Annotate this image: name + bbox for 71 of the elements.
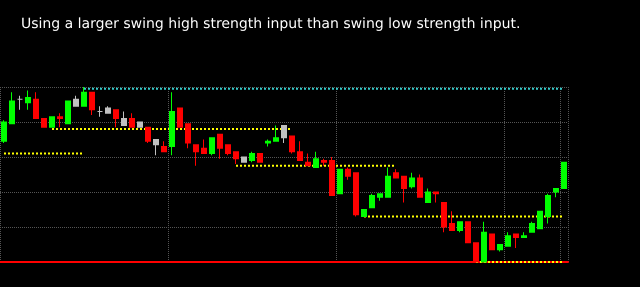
- candlestick: [281, 125, 287, 144]
- candlestick: [137, 122, 143, 128]
- candlestick: [321, 158, 327, 166]
- candlestick: [129, 112, 135, 128]
- candlestick: [217, 134, 223, 160]
- candlestick: [25, 90, 31, 110]
- candlestick: [209, 137, 215, 156]
- candlestick: [265, 139, 271, 147]
- candlestick: [529, 221, 535, 233]
- candlestick: [401, 176, 407, 203]
- candlestick: [9, 92, 15, 124]
- candlestick: [57, 112, 63, 128]
- candlestick: [177, 108, 183, 128]
- candlestick: [513, 234, 519, 248]
- candlestick: [249, 151, 255, 163]
- candlestick: [417, 174, 423, 198]
- candlestick: [505, 232, 511, 247]
- candlestick: [433, 192, 439, 203]
- chart-title: Using a larger swing high strength input than swing low strength input.: [21, 16, 520, 32]
- candlestick: [113, 109, 119, 128]
- candlestick: [553, 188, 559, 198]
- candlestick: [161, 140, 167, 152]
- candlestick: [105, 106, 111, 114]
- candlestick: [153, 139, 159, 156]
- candlestick: [465, 221, 471, 244]
- candlestick: [33, 92, 39, 119]
- candlestick: [241, 156, 247, 163]
- candlestick: [65, 100, 71, 124]
- candlestick: [233, 151, 239, 164]
- candlestick: [369, 193, 375, 208]
- candlestick: [537, 210, 543, 230]
- candlestick: [385, 167, 391, 198]
- candlestick: [305, 153, 311, 166]
- candlestick: [481, 221, 487, 262]
- candlestick: [41, 118, 47, 128]
- candlestick: [121, 111, 127, 126]
- candlestick: [345, 167, 351, 180]
- candlestick: [409, 172, 415, 189]
- candlestick: [313, 151, 319, 168]
- candlestick: [449, 210, 455, 231]
- candlestick: [17, 95, 23, 110]
- candlestick: [361, 209, 367, 217]
- candlestick: [145, 126, 151, 144]
- candlestick: [185, 123, 191, 149]
- candlestick: [257, 153, 263, 163]
- candlestick: [97, 106, 103, 118]
- candlestick: [289, 136, 295, 154]
- candlestick: [73, 95, 79, 107]
- candlestick: [377, 193, 383, 202]
- candlestick: [169, 92, 175, 156]
- candlestick: [49, 116, 55, 128]
- candlestick: [193, 144, 199, 166]
- candlestick: [561, 162, 567, 189]
- candlestick: [545, 193, 551, 224]
- candlestick: [489, 234, 495, 250]
- candlestick: [273, 125, 279, 142]
- candlestick: [393, 168, 399, 178]
- candlestick: [521, 232, 527, 238]
- candlestick: [89, 92, 95, 116]
- candlestick: [225, 144, 231, 156]
- candlestick: [337, 168, 343, 194]
- candlestick: [329, 156, 335, 196]
- candlestick: [353, 172, 359, 217]
- candlestick: [1, 120, 7, 144]
- candlestick: [441, 202, 447, 233]
- candlestick: [425, 188, 431, 203]
- candlestick: [201, 139, 207, 154]
- candlestick: [81, 86, 87, 107]
- candlestick: [457, 221, 463, 233]
- candlestick: [497, 244, 503, 252]
- candlestick: [297, 140, 303, 161]
